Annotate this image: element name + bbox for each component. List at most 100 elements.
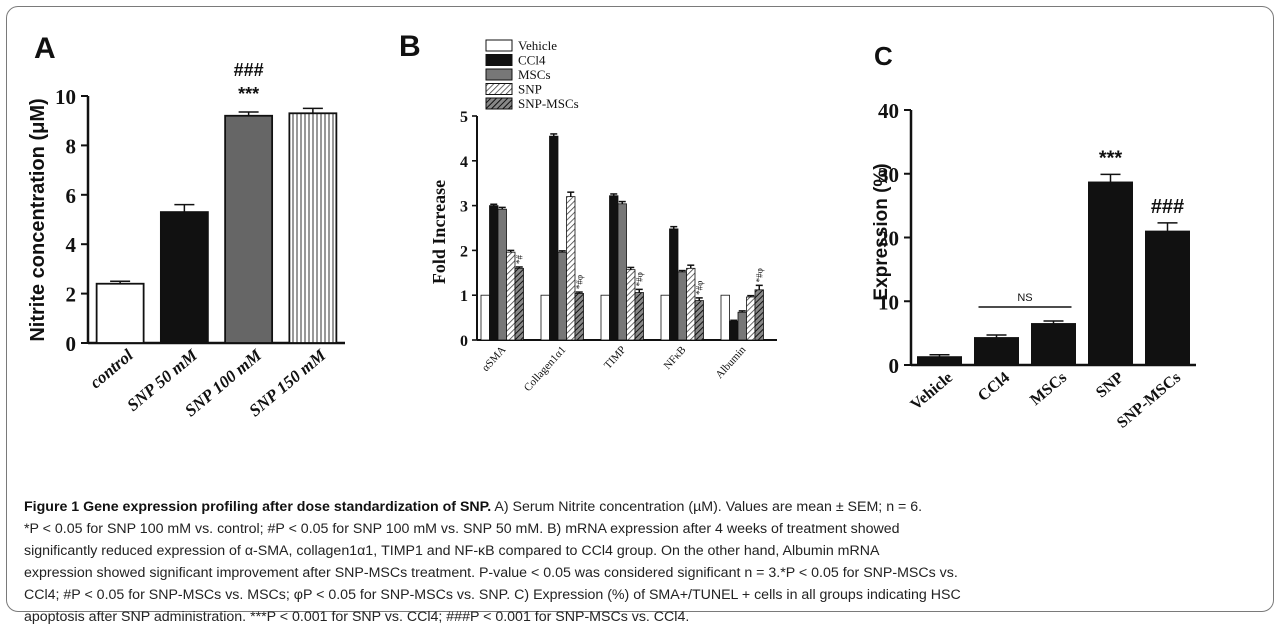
panel-b-bar xyxy=(737,311,747,341)
panel-c-bar xyxy=(917,356,962,366)
panel-b-legend-label: MSCs xyxy=(518,67,551,82)
panel-b-bar xyxy=(574,293,584,341)
panel-b-bar xyxy=(609,195,619,341)
panel-b-bar xyxy=(754,289,764,341)
caption-line-5: CCl4; #P < 0.05 for SNP-MSCs vs. MSCs; φ… xyxy=(24,587,961,603)
panel-c-significance-label: ### xyxy=(1151,196,1184,218)
panel-b-x-tick-label: αSMA xyxy=(480,344,509,374)
caption-line-1: A) Serum Nitrite concentration (µM). Val… xyxy=(491,499,923,515)
panel-label-b: B xyxy=(399,30,421,63)
panel-a-y-tick-label: 2 xyxy=(66,283,77,307)
panel-b-bar xyxy=(634,292,644,341)
panel-c-x-tick-label: SNP xyxy=(1093,369,1127,402)
panel-a-x-tick-label: control xyxy=(86,345,137,392)
caption-title: Figure 1 Gene expression profiling after… xyxy=(24,499,492,515)
panel-c-bar xyxy=(974,337,1019,366)
panel-b-bar xyxy=(694,300,704,341)
panel-a-chart: 0 2 4 6 8 10 Nitrite concentration (μM) control… xyxy=(27,60,345,420)
panel-c-y-tick-label: 30 xyxy=(878,163,899,187)
panel-b-y-tick-label: 3 xyxy=(460,199,468,216)
panel-a-bar xyxy=(288,112,338,344)
panel-b-bar xyxy=(686,267,696,341)
panel-b-y-tick-label: 4 xyxy=(460,154,468,171)
panel-b-bar xyxy=(729,320,739,341)
figure-frame xyxy=(6,6,1274,612)
panel-label-a: A xyxy=(34,32,56,65)
panel-c-x-tick-label: Vehicle xyxy=(907,369,956,414)
panel-c-y-tick-label: 0 xyxy=(889,354,900,378)
panel-b-bar xyxy=(557,251,567,341)
panel-c-bar xyxy=(1088,181,1133,366)
panel-c-bar xyxy=(1031,323,1076,366)
panel-b-significance-label: *# xyxy=(514,254,524,264)
panel-b-legend-swatch xyxy=(485,68,513,81)
panel-b-x-tick-label: NFκB xyxy=(662,344,689,372)
panel-b-bar xyxy=(549,135,559,341)
panel-b-bar xyxy=(480,294,490,341)
caption-line-3: significantly reduced expression of α-SM… xyxy=(24,543,880,559)
panel-b-legend-label: SNP xyxy=(518,82,542,97)
panel-b-bar xyxy=(540,294,550,341)
panel-a-bar xyxy=(159,211,209,344)
panel-c-y-tick-label: 10 xyxy=(878,290,899,314)
panel-b-significance-label: *#φ xyxy=(754,268,764,282)
panel-c-significance-label: *** xyxy=(1099,147,1123,169)
panel-b-legend-label: SNP-MSCs xyxy=(518,96,579,111)
panel-a-bar xyxy=(224,114,274,344)
panel-c-x-tick-label: MSCs xyxy=(1027,369,1070,409)
panel-b-x-tick-label: TIMP xyxy=(602,344,629,372)
panel-a-y-tick-label: 8 xyxy=(66,134,77,158)
panel-b-bar xyxy=(660,294,670,341)
panel-b-bar xyxy=(514,267,524,341)
panel-b-legend-swatch xyxy=(485,97,513,110)
panel-a-y-tick-label: 10 xyxy=(55,85,76,109)
panel-a-y-tick-label: 6 xyxy=(66,184,77,208)
panel-b-y-tick-label: 2 xyxy=(460,243,468,260)
panel-b-y-tick-label: 5 xyxy=(460,109,468,126)
panel-b-significance-label: *#φ xyxy=(634,272,644,286)
figure-caption: Figure 1 Gene expression profiling after… xyxy=(24,496,1260,628)
panel-a-significance-label: *** xyxy=(238,84,259,104)
panel-a-y-axis-label: Nitrite concentration (μM) xyxy=(27,98,49,341)
panel-b-bar xyxy=(720,294,730,341)
panel-b-y-tick-label: 1 xyxy=(460,288,468,305)
panel-label-c: C xyxy=(874,41,893,71)
panel-c-x-tick-label: SNP-MSCs xyxy=(1114,369,1184,432)
panel-c-bar xyxy=(1145,230,1190,366)
panel-c-ns-label: NS xyxy=(1017,292,1032,304)
panel-b-bar xyxy=(489,205,499,341)
panel-c-y-tick-label: 40 xyxy=(878,99,899,123)
panel-b-bar xyxy=(497,208,507,341)
caption-line-2: *P < 0.05 for SNP 100 mM vs. control; #P… xyxy=(24,521,900,537)
panel-b-legend-swatch xyxy=(485,39,513,52)
panel-a-y-tick-label: 0 xyxy=(66,332,77,356)
panel-c-x-tick-label: CCl4 xyxy=(975,369,1013,405)
panel-b-significance-label: *#φ xyxy=(574,275,584,289)
panel-a-y-tick-label: 4 xyxy=(66,233,77,257)
panel-b-x-tick-label: Collagen1α1 xyxy=(522,344,569,394)
panel-b-bar xyxy=(617,203,627,341)
panel-b-bar xyxy=(746,296,756,341)
panel-b-y-axis-label: Fold Increase xyxy=(429,180,449,284)
panel-b-x-tick-label: Albumin xyxy=(713,344,748,381)
panel-b-y-tick-label: 0 xyxy=(460,333,468,350)
panel-b-bar xyxy=(677,271,687,341)
panel-c-y-axis-label: Expression (%) xyxy=(871,163,892,300)
panel-b-legend-swatch xyxy=(485,54,513,66)
panel-c-chart: 0 10 20 30 40 Expression (%) Vehicle CCl4 MSCs SN… xyxy=(871,99,1196,432)
panel-a-bar xyxy=(95,282,145,344)
panel-b-chart: 0 1 2 3 4 5 Fold Increase αSMA Collagen1α1 TIMP NF… xyxy=(429,38,777,394)
panel-b-bar xyxy=(506,251,516,341)
caption-line-4: expression showed significant improvemen… xyxy=(24,565,958,581)
panel-b-legend-label: Vehicle xyxy=(518,38,557,53)
panel-b-bar xyxy=(669,228,679,341)
panel-b-legend-swatch xyxy=(485,83,513,95)
panel-b-bar xyxy=(600,294,610,341)
panel-b-bar xyxy=(566,196,576,341)
panel-c-y-tick-label: 20 xyxy=(878,227,899,251)
panel-a-significance-label: ### xyxy=(234,60,264,80)
panel-b-legend-label: CCl4 xyxy=(518,53,546,68)
caption-line-6: apoptosis after SNP administration. ***P… xyxy=(24,609,690,625)
panel-b-significance-label: *#φ xyxy=(694,281,704,295)
